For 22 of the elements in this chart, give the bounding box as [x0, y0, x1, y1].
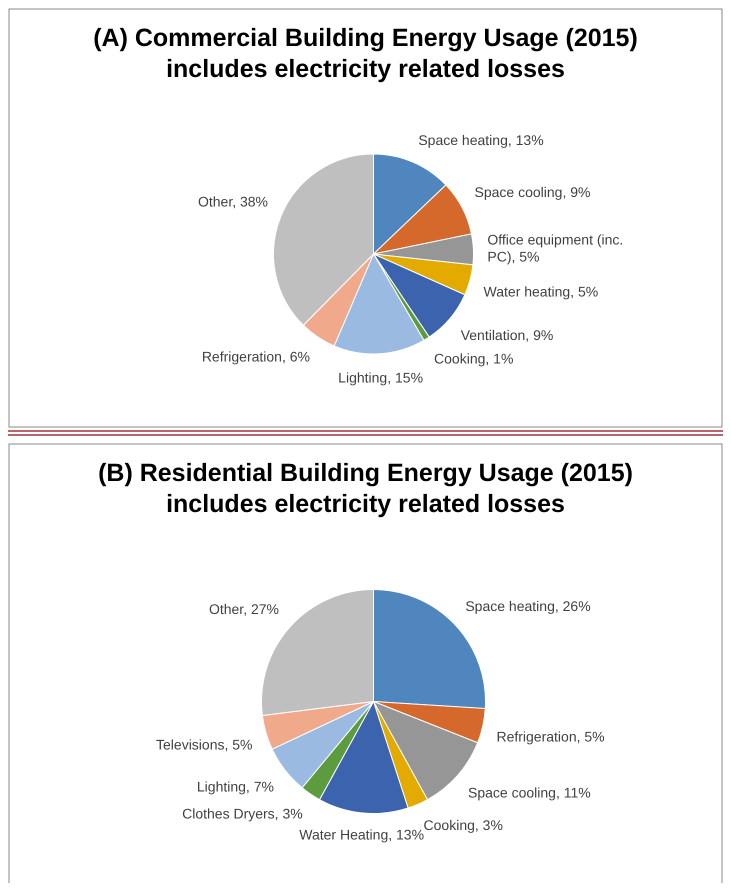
slice-label: Televisions, 5% [156, 736, 253, 752]
slice-label: Water Heating, 13% [299, 826, 424, 843]
chart-title: (A) Commercial Building Energy Usage (2015) [93, 24, 638, 52]
slice-label: Cooking, 1% [434, 350, 514, 366]
slice-label: Office equipment (inc. PC), 5% [487, 231, 624, 264]
slice-label: Refrigeration, 6% [202, 348, 310, 364]
slice-label: Space heating, 13% [418, 132, 544, 148]
slice-label: Space heating, 26% [465, 598, 591, 614]
slice-label: Lighting, 15% [338, 369, 424, 386]
slice-label: Lighting, 7% [196, 778, 274, 794]
chart-subtitle: includes electricity related losses [166, 55, 565, 83]
chart-subtitle: includes electricity related losses [166, 490, 565, 518]
chart-title: (B) Residential Building Energy Usage (2015) [98, 459, 633, 487]
slice-label: Ventilation, 9% [460, 327, 554, 344]
slice-label: Water heating, 5% [484, 284, 598, 300]
slice-label: Other, 38% [198, 194, 268, 210]
slice-label: Space cooling, 11% [468, 784, 591, 801]
slice-label: Refrigeration, 5% [496, 728, 605, 745]
slice-label: Clothes Dryers, 3% [182, 805, 303, 822]
slice-label: Other, 27% [208, 600, 279, 617]
slice-label: Cooking, 3% [424, 816, 503, 833]
slice-label: Space cooling, 9% [474, 184, 590, 200]
